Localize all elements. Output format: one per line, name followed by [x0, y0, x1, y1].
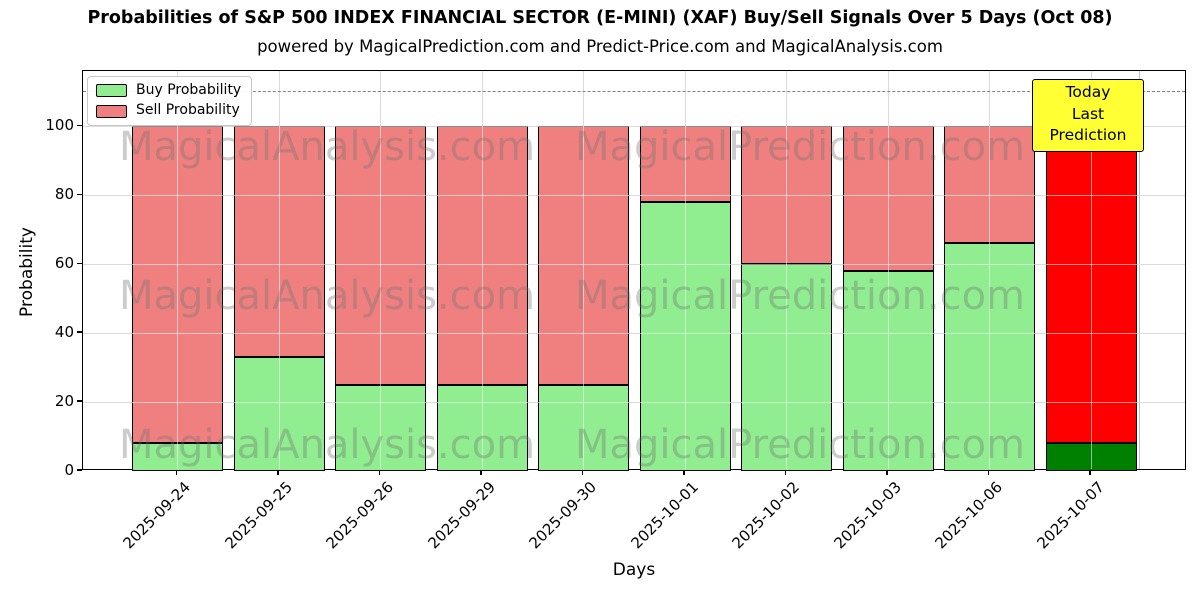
x-tick-label: 2025-09-24 [119, 478, 195, 553]
gridline-vertical-overlay [1090, 71, 1092, 469]
x-tick-label: 2025-09-25 [221, 478, 296, 553]
x-tick-mark [784, 470, 787, 475]
legend-item-sell: Sell Probability [96, 102, 241, 119]
legend-label-sell: Sell Probability [136, 102, 240, 119]
gridline-vertical-overlay [278, 71, 280, 469]
gridline-vertical-overlay [887, 71, 889, 469]
chart-title: Probabilities of S&P 500 INDEX FINANCIAL… [87, 8, 1113, 28]
plot-area [82, 70, 1186, 471]
x-tick-mark [277, 470, 279, 475]
x-tick-label: 2025-10-03 [830, 478, 905, 553]
y-tick-label: 60 [54, 254, 74, 273]
x-tick-label: 2025-10-07 [1033, 478, 1108, 553]
x-tick-mark [581, 470, 584, 475]
gridline-vertical-overlay [684, 71, 686, 469]
x-tick-label: 2025-09-30 [525, 478, 601, 553]
y-tick-label: 100 [45, 116, 74, 135]
gridline-vertical-overlay [989, 71, 990, 469]
y-tick-mark [77, 331, 82, 333]
x-tick-mark [378, 470, 381, 475]
gridline-horizontal-overlay [83, 332, 1185, 334]
y-tick-label: 40 [54, 323, 74, 342]
x-tick-mark [480, 470, 482, 475]
gridline-vertical-overlay [786, 71, 787, 469]
y-tick-label: 20 [54, 392, 74, 411]
y-axis-label: Probability [17, 227, 37, 317]
x-tick-label: 2025-10-02 [728, 478, 804, 553]
gridline-horizontal-overlay [83, 194, 1185, 196]
x-tick-label: 2025-10-06 [931, 478, 1007, 553]
today-annotation: Today Last Prediction [1032, 79, 1144, 153]
gridline-vertical-overlay [481, 71, 483, 469]
y-tick-mark [77, 469, 82, 471]
x-tick-label: 2025-10-01 [627, 478, 702, 553]
legend-label-buy: Buy Probability [136, 82, 242, 98]
x-tick-mark [175, 470, 178, 475]
today-annotation-line1: Today [1065, 83, 1111, 101]
y-tick-label: 80 [54, 185, 74, 204]
gridline-horizontal-overlay [83, 125, 1185, 127]
gridline-vertical-extra [1139, 71, 1140, 469]
x-tick-label: 2025-09-29 [424, 478, 499, 553]
y-tick-mark [77, 400, 82, 402]
x-tick-mark [886, 470, 888, 475]
legend: Buy Probability Sell Probability [87, 76, 253, 126]
y-tick-mark [77, 193, 82, 195]
y-tick-label: 0 [64, 461, 74, 479]
legend-item-buy: Buy Probability [96, 82, 242, 98]
gridline-horizontal-overlay [83, 263, 1185, 265]
gridline-horizontal-overlay [83, 401, 1185, 403]
y-tick-mark [77, 262, 82, 264]
x-tick-mark [683, 470, 685, 475]
gridline-vertical-overlay [177, 71, 178, 469]
chart-subtitle: powered by MagicalPrediction.com and Pre… [257, 37, 943, 56]
dashed-reference-line [83, 90, 1185, 92]
legend-swatch-sell [96, 104, 127, 118]
y-tick-mark [77, 124, 82, 126]
x-axis-label: Days [612, 560, 656, 580]
today-annotation-line2: Last Prediction [1049, 104, 1127, 145]
x-tick-mark [1089, 470, 1091, 475]
legend-swatch-buy [96, 84, 127, 98]
gridline-vertical-overlay [583, 71, 584, 469]
gridline-vertical-overlay [380, 71, 381, 469]
x-tick-mark [987, 470, 990, 475]
x-tick-label: 2025-09-26 [322, 478, 398, 553]
